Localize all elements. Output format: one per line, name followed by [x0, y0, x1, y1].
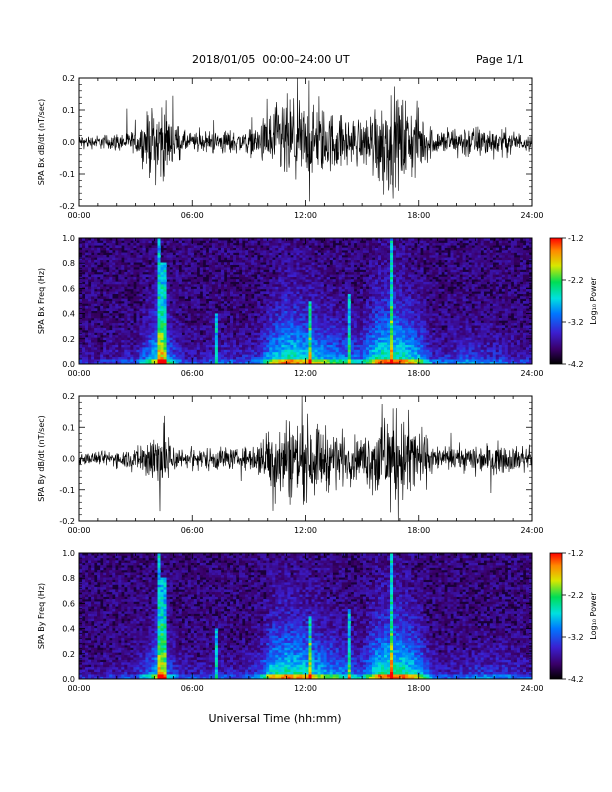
xaxis-title: Universal Time (hh:mm) [209, 712, 342, 725]
x-tick-label: 24:00 [520, 684, 543, 693]
x-tick-label: 06:00 [181, 369, 204, 378]
y-tick-label: 0.0 [62, 675, 75, 684]
y-tick-label: 0.6 [62, 599, 75, 608]
colorbar: -1.2 -2.2 -3.2 -4.2 Log₁₀ Power [549, 234, 598, 369]
colorbar-tick-label: -1.2 [568, 234, 584, 243]
colorbar-tick-label: -3.2 [568, 633, 584, 642]
y-tick-label: 0.1 [62, 423, 75, 432]
y-tick-label: -0.2 [59, 517, 75, 526]
page-number: Page 1/1 [476, 53, 524, 66]
timeseries-panel: 00:00 06:00 12:00 18:00 24:00 0.2 0.1 0.0 -0.1 -0… [37, 392, 544, 535]
y-tick-label: 0.1 [62, 106, 75, 115]
x-tick-label: 06:00 [181, 684, 204, 693]
y-tick-label: -0.1 [59, 170, 75, 179]
x-tick-label: 00:00 [67, 526, 90, 535]
spectrogram-panel: -1.2 -2.2 -3.2 -4.2 Log₁₀ Power 00:00 06:00 12:… [37, 549, 598, 693]
y-tick-label: 0.8 [62, 574, 75, 583]
x-tick-label: 06:00 [181, 211, 204, 220]
colorbar: -1.2 -2.2 -3.2 -4.2 Log₁₀ Power [549, 549, 598, 684]
x-tick-label: 18:00 [407, 526, 430, 535]
y-tick-label: 1.0 [62, 234, 75, 243]
colorbar-tick-label: -3.2 [568, 318, 584, 327]
series-line [79, 78, 532, 202]
x-tick-label: 24:00 [520, 369, 543, 378]
y-tick-label: 0.2 [62, 392, 75, 401]
y-tick-label: 0.0 [62, 360, 75, 369]
x-tick-label: 12:00 [294, 684, 317, 693]
series-line [79, 396, 532, 521]
colorbar-tick-label: -4.2 [568, 675, 584, 684]
x-tick-label: 00:00 [67, 211, 90, 220]
colorbar-tick-label: -1.2 [568, 549, 584, 558]
x-tick-label: 24:00 [520, 526, 543, 535]
y-tick-label: 1.0 [62, 549, 75, 558]
y-tick-label: 0.4 [62, 625, 75, 634]
x-tick-label: 12:00 [294, 211, 317, 220]
spectrogram-cells [79, 553, 533, 680]
y-tick-label: 0.6 [62, 284, 75, 293]
y-tick-label: 0.8 [62, 259, 75, 268]
colorbar-label: Log₁₀ Power [589, 277, 598, 325]
x-tick-label: 24:00 [520, 211, 543, 220]
colorbar-label: Log₁₀ Power [589, 592, 598, 640]
y-tick-label: -0.2 [59, 202, 75, 211]
y-axis-title: SPA Bx Freq (Hz) [37, 268, 46, 334]
page-title: 2018/01/05 00:00–24:00 UT [192, 53, 350, 66]
x-tick-label: 18:00 [407, 369, 430, 378]
y-tick-label: 0.2 [62, 335, 75, 344]
y-tick-label: 0.2 [62, 650, 75, 659]
y-tick-label: 0.0 [62, 138, 75, 147]
colorbar-tick-label: -2.2 [568, 276, 584, 285]
colorbar-tick-label: -4.2 [568, 360, 584, 369]
y-tick-label: 0.2 [62, 74, 75, 83]
x-tick-label: 12:00 [294, 526, 317, 535]
y-axis-title: SPA By dB/dt (nT/sec) [37, 415, 46, 502]
x-tick-label: 18:00 [407, 211, 430, 220]
timeseries-panel: 00:00 06:00 12:00 18:00 24:00 0.2 0.1 0.0 -0.1 -0… [37, 74, 544, 220]
y-axis-title: SPA Bx dB/dt (nT/sec) [37, 99, 46, 186]
x-tick-label: 06:00 [181, 526, 204, 535]
spectrogram-panel: -1.2 -2.2 -3.2 -4.2 Log₁₀ Power 00:00 06:00 12:… [37, 234, 598, 378]
y-axis-title: SPA By Freq (Hz) [37, 583, 46, 649]
x-tick-label: 00:00 [67, 369, 90, 378]
y-tick-label: 0.4 [62, 310, 75, 319]
spectrogram-cells [79, 238, 533, 365]
x-tick-label: 18:00 [407, 684, 430, 693]
colorbar-tick-label: -2.2 [568, 591, 584, 600]
x-tick-label: 12:00 [294, 369, 317, 378]
x-tick-label: 00:00 [67, 684, 90, 693]
y-tick-label: 0.0 [62, 455, 75, 464]
y-tick-label: -0.1 [59, 486, 75, 495]
